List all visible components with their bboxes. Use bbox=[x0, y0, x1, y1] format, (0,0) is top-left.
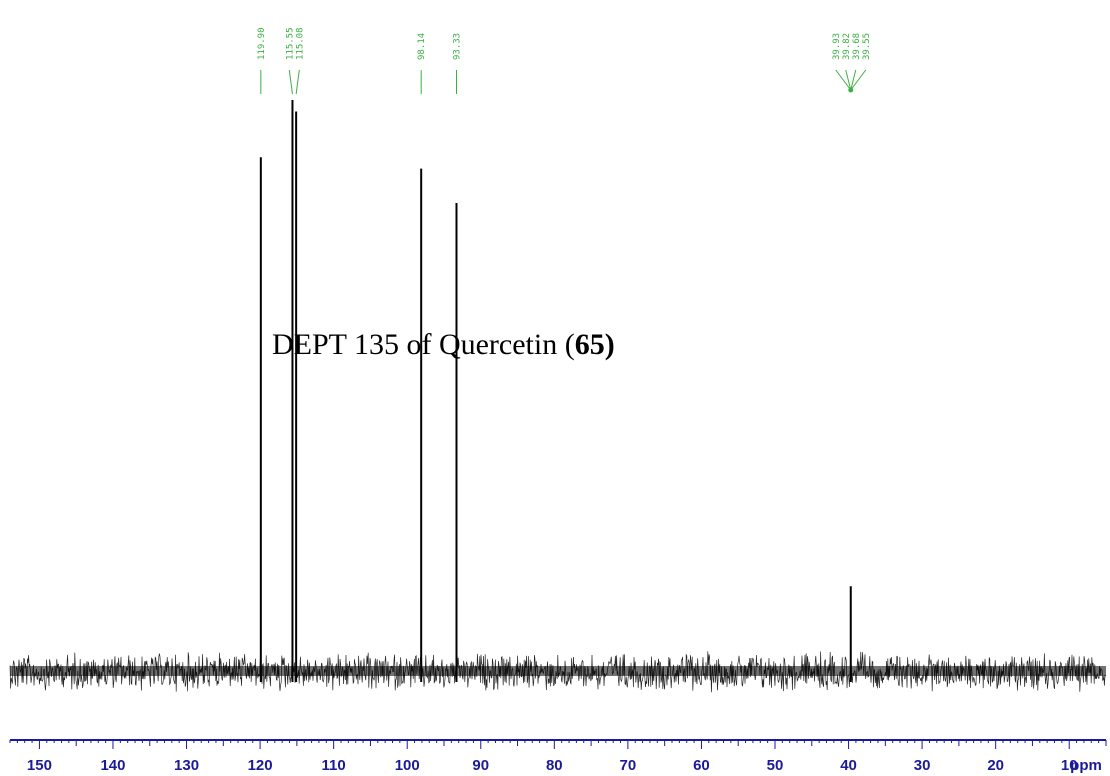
x-tick-label: 140 bbox=[100, 757, 125, 774]
x-tick-label: 120 bbox=[248, 757, 273, 774]
peak-label: 98.14 bbox=[417, 33, 427, 60]
peak-label: 93.33 bbox=[452, 33, 462, 60]
peak-label-tick bbox=[850, 69, 867, 91]
peak-label: 39.55 bbox=[862, 33, 872, 60]
x-tick-label: 10 bbox=[1061, 757, 1078, 774]
peak-label-tick bbox=[288, 69, 293, 95]
x-tick-label: 100 bbox=[395, 757, 420, 774]
x-tick-label: 70 bbox=[620, 757, 637, 774]
x-tick-label: 60 bbox=[693, 757, 710, 774]
x-tick-label: 50 bbox=[767, 757, 784, 774]
peak-lines bbox=[259, 100, 852, 682]
peak-label: 39.68 bbox=[852, 33, 862, 60]
peak-label: 115.08 bbox=[295, 27, 305, 60]
peak-label-tick bbox=[845, 69, 852, 91]
x-tick-label: 90 bbox=[472, 757, 489, 774]
baseline-band bbox=[10, 666, 1106, 676]
peak-label-tick bbox=[835, 69, 852, 91]
x-tick-label: 150 bbox=[27, 757, 52, 774]
peak-label-junction bbox=[848, 87, 854, 93]
x-tick-label: 110 bbox=[322, 757, 346, 774]
peak-label: 39.93 bbox=[832, 33, 842, 60]
peak-label: 119.90 bbox=[257, 27, 267, 60]
x-tick-label: 130 bbox=[174, 757, 199, 774]
x-axis-unit-label: ppm bbox=[1070, 757, 1102, 774]
peak-label: 115.55 bbox=[285, 27, 295, 60]
baseline-noise bbox=[9, 651, 1106, 693]
peak-label-tick bbox=[850, 69, 857, 91]
x-tick-label: 20 bbox=[987, 757, 1004, 774]
x-tick-label: 80 bbox=[546, 757, 563, 774]
x-tick-label: 30 bbox=[914, 757, 931, 774]
chart-title-suffix: ) bbox=[604, 328, 615, 361]
chart-title-prefix: DEPT 135 of Quercetin ( bbox=[272, 328, 575, 361]
peak-label: 39.82 bbox=[842, 33, 852, 60]
peak-label-tick bbox=[295, 69, 300, 95]
chart-title-compound: 65 bbox=[574, 328, 605, 361]
x-tick-label: 40 bbox=[840, 757, 857, 774]
chart-title: DEPT 135 of Quercetin (65) bbox=[272, 330, 615, 360]
